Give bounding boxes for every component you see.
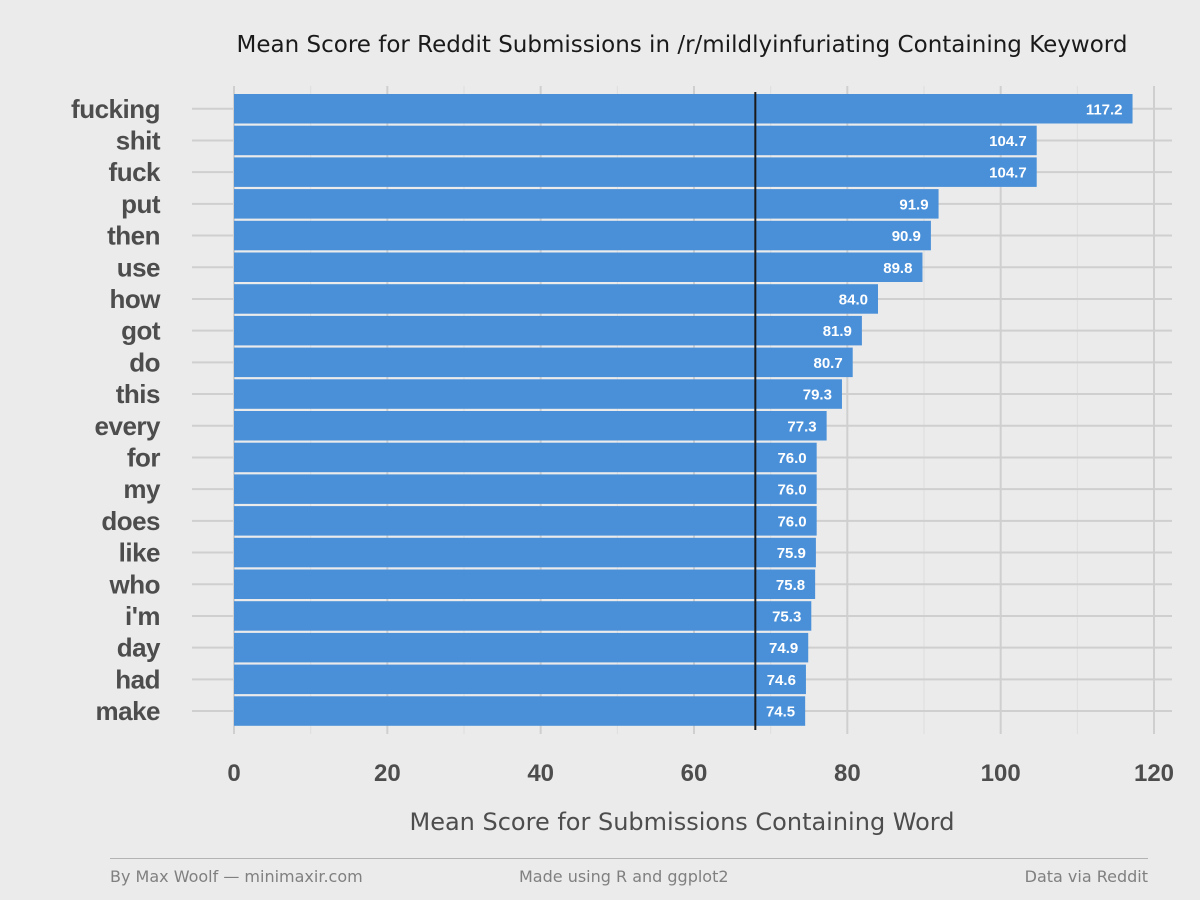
x-tick-label: 0: [227, 760, 240, 787]
chart-title: Mean Score for Reddit Submissions in /r/…: [237, 32, 1128, 58]
bar: [234, 315, 862, 346]
bar: [234, 442, 817, 473]
bars: [234, 94, 1133, 726]
bar-value-label: 80.7: [813, 355, 842, 372]
x-tick-label: 80: [834, 760, 861, 787]
x-tick-label: 40: [527, 760, 554, 787]
footer-tools: Made using R and ggplot2: [519, 867, 729, 886]
x-axis-tick-labels: 0 20 40 60 80 100 120: [227, 760, 1174, 787]
bar-value-label: 77.3: [787, 418, 816, 435]
bar: [234, 347, 853, 378]
bar-value-labels: 117.2 104.7 104.7 91.9 90.9 89.8 84.0 81.9 80.7 7…: [766, 101, 1123, 720]
bar-chart: Mean Score for Reddit Submissions in /r/…: [71, 32, 1174, 836]
category-label: then: [107, 221, 160, 251]
bar: [234, 601, 812, 631]
bar: [234, 474, 817, 504]
bar-value-label: 76.0: [777, 482, 806, 499]
x-tick-label: 100: [981, 760, 1021, 787]
bar: [234, 189, 939, 219]
category-label: make: [96, 696, 161, 726]
bar-value-label: 74.9: [769, 640, 798, 657]
category-label: i'm: [125, 601, 160, 631]
bar-value-label: 75.8: [776, 577, 805, 594]
bar: [234, 696, 806, 726]
footer-author: By Max Woolf — minimaxir.com: [110, 867, 363, 886]
x-tick-label: 120: [1134, 760, 1174, 787]
footer: By Max Woolf — minimaxir.com Made using …: [110, 858, 1148, 886]
bar-value-label: 90.9: [892, 228, 921, 245]
bar: [234, 157, 1037, 187]
category-label: had: [115, 664, 160, 694]
category-label: does: [101, 506, 160, 536]
bar: [234, 252, 923, 282]
bar: [234, 379, 842, 409]
bar-value-label: 91.9: [899, 196, 928, 213]
bar: [234, 569, 816, 599]
bar-value-label: 76.0: [777, 513, 806, 530]
category-label: fuck: [109, 157, 162, 187]
category-label: fucking: [71, 94, 160, 124]
bar: [234, 125, 1037, 156]
category-labels: fuckingshitfuckputthenusehowgotdothiseve…: [71, 94, 162, 726]
bar-value-label: 75.3: [772, 608, 801, 625]
category-label: for: [127, 442, 161, 472]
category-label: my: [123, 474, 161, 504]
bar-value-label: 89.8: [883, 260, 912, 277]
category-label: use: [117, 252, 160, 282]
category-label: got: [121, 316, 161, 346]
category-label: every: [95, 411, 161, 441]
bar-value-label: 74.5: [766, 704, 795, 721]
category-label: who: [109, 569, 161, 599]
x-tick-label: 20: [374, 760, 401, 787]
bar-value-label: 75.9: [777, 545, 806, 562]
bar: [234, 506, 817, 536]
bar: [234, 284, 878, 314]
bar-value-label: 104.7: [989, 133, 1027, 150]
bar: [234, 537, 816, 568]
bar-value-label: 79.3: [803, 387, 832, 404]
category-label: like: [119, 538, 160, 568]
bar-value-label: 76.0: [777, 450, 806, 467]
bar: [234, 94, 1133, 124]
bar-value-label: 74.6: [767, 672, 796, 689]
bar-value-label: 81.9: [823, 323, 852, 340]
bar: [234, 220, 931, 251]
x-tick-label: 60: [681, 760, 708, 787]
bar-value-label: 84.0: [839, 291, 868, 308]
category-label: this: [116, 379, 160, 409]
bar: [234, 664, 806, 695]
category-label: do: [129, 347, 160, 377]
category-label: shit: [116, 125, 161, 155]
category-label: how: [110, 284, 162, 314]
bar: [234, 411, 827, 441]
category-label: put: [121, 189, 161, 219]
bar: [234, 632, 809, 663]
bar-value-label: 117.2: [1086, 101, 1123, 118]
category-label: day: [117, 633, 161, 663]
x-axis-label: Mean Score for Submissions Containing Wo…: [409, 808, 954, 836]
footer-source: Data via Reddit: [1024, 867, 1148, 886]
bar-value-label: 104.7: [989, 165, 1027, 182]
